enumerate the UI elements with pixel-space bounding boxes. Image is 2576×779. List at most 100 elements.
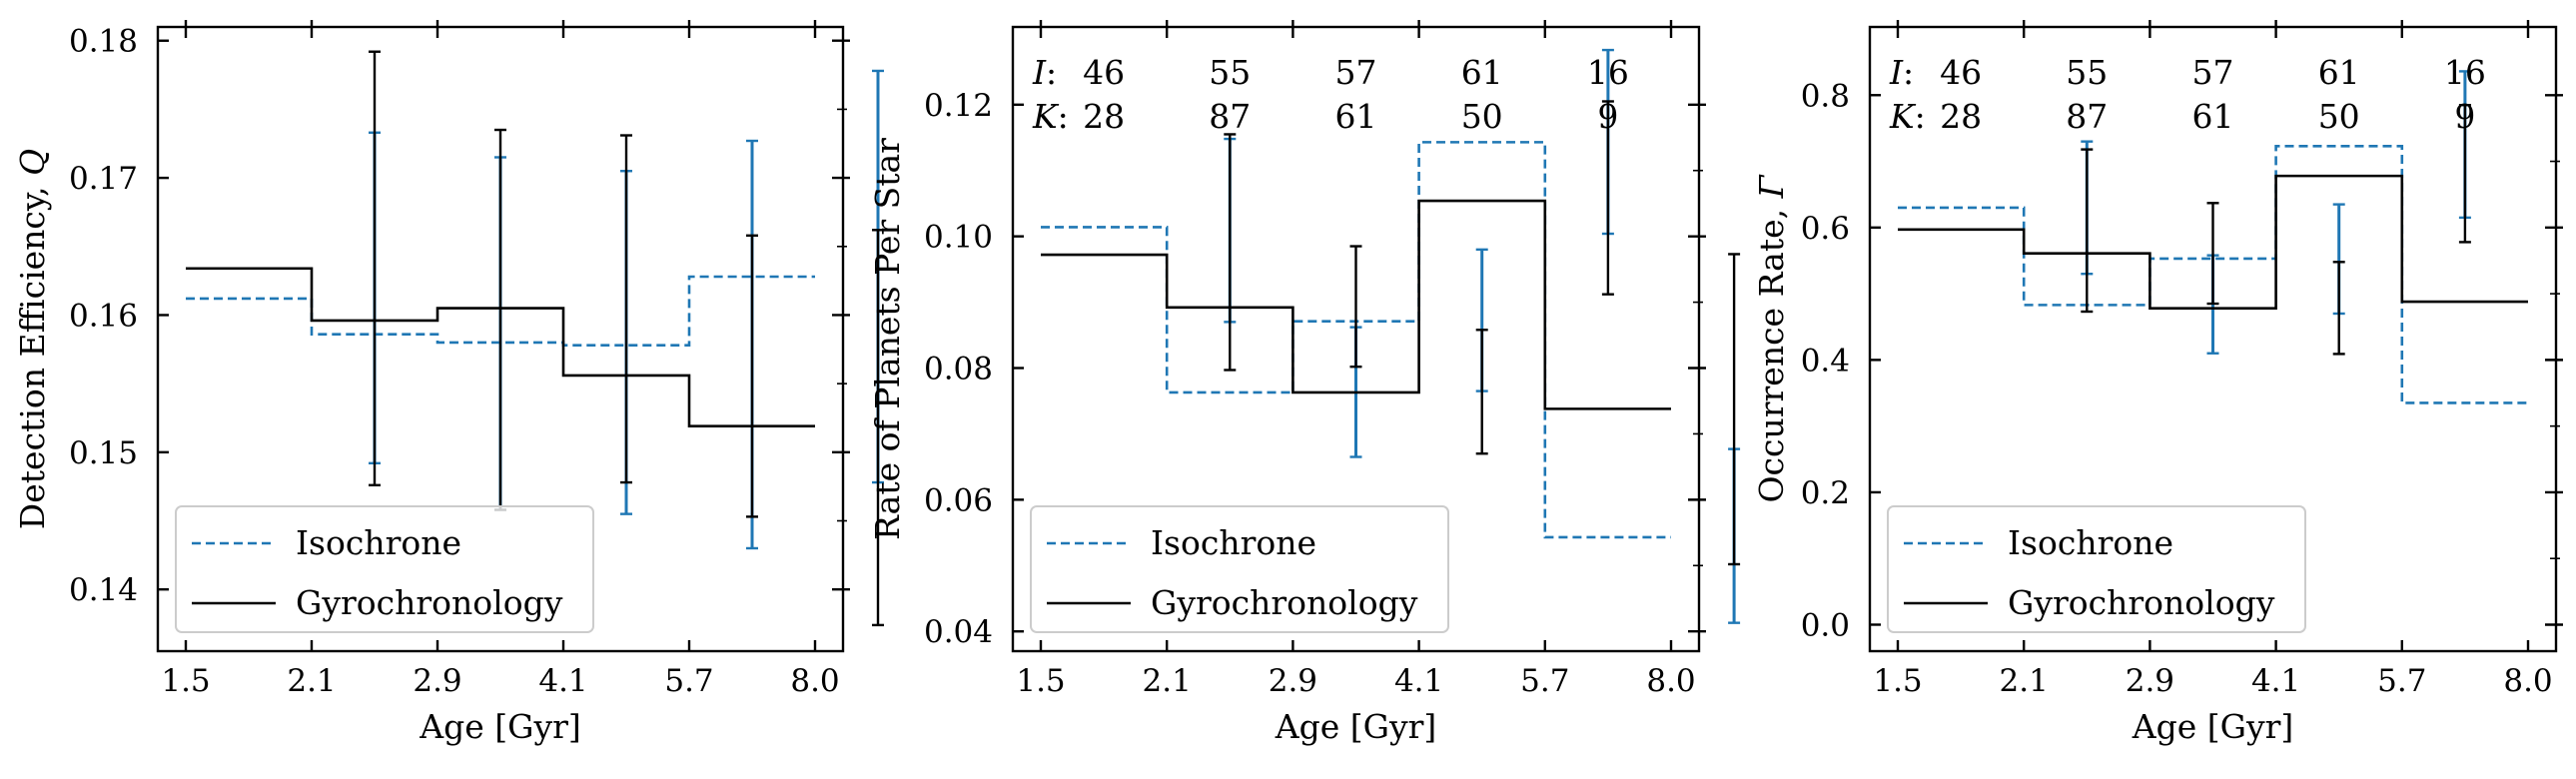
error-bar-gyrochronology	[1349, 245, 1362, 369]
count-row-label-i: I:	[1032, 53, 1057, 92]
count-value-k: 61	[1335, 97, 1377, 136]
x-tick-label: 8.0	[790, 663, 839, 699]
y-axis-label-text: Rate of Planets Per Star	[868, 138, 907, 540]
series-line-gyrochronology	[1041, 199, 1671, 410]
count-value-k: 9	[1597, 97, 1618, 136]
legend-box	[1887, 505, 2306, 633]
x-tick-label: 1.5	[161, 663, 210, 699]
count-value-i: 55	[1209, 53, 1251, 92]
count-row-colon: :	[1058, 97, 1069, 136]
count-value-k: 28	[1940, 97, 1982, 136]
x-tick-label: 2.1	[1143, 663, 1192, 699]
x-tick-label: 1.5	[1016, 663, 1065, 699]
count-value-i: 57	[1335, 53, 1377, 92]
y-tick-label: 0.6	[1801, 211, 1850, 247]
x-tick-label: 2.1	[2000, 663, 2049, 699]
error-bar-gyrochronology	[620, 134, 632, 484]
x-axis-label: Age [Gyr]	[419, 707, 581, 746]
axes-frame	[156, 25, 845, 653]
count-value-i: 61	[1461, 53, 1503, 92]
x-tick-label: 5.7	[2377, 663, 2426, 699]
y-tick-label: 0.15	[69, 435, 138, 471]
y-axis-label-text: Occurrence Rate,	[1752, 198, 1791, 502]
count-value-k: 50	[1461, 97, 1503, 136]
x-tick-label: 4.1	[1394, 663, 1443, 699]
error-bar-gyrochronology	[1224, 133, 1237, 372]
legend-entry: Isochrone	[1151, 523, 1316, 562]
y-axis-label-symbol: Γ	[1752, 174, 1791, 199]
count-value-i: 57	[2192, 53, 2234, 92]
count-value-k: 87	[2066, 97, 2108, 136]
x-tick-label: 8.0	[2503, 663, 2552, 699]
y-tick-label: 0.8	[1801, 78, 1850, 114]
x-axis-label: Age [Gyr]	[1275, 707, 1437, 746]
axes-frame	[1011, 25, 1701, 653]
error-bar-gyrochronology	[872, 229, 884, 627]
y-tick-label: 0.12	[924, 88, 993, 124]
x-tick-label: 4.1	[538, 663, 587, 699]
chart-panel-2: 1.5 2.1 2.9 4.1 5.7 8.0 0.04 0.06 0.08 0.10 0.12 Ag…	[868, 20, 1741, 746]
count-row-symbol: I	[1889, 53, 1904, 92]
y-tick-label: 0.0	[1801, 607, 1850, 643]
count-value-k: 61	[2192, 97, 2234, 136]
y-axis-label-text: Detection Efficiency,	[13, 176, 52, 529]
chart-panel-1: 1.5 2.1 2.9 4.1 5.7 8.0 0.14 0.15 0.16 0.17 0.18 Ag…	[13, 20, 884, 746]
count-row-colon: :	[1903, 53, 1914, 92]
y-tick-label: 0.17	[69, 161, 138, 197]
axes-frame	[1868, 25, 2558, 653]
legend-entry: Isochrone	[296, 523, 461, 562]
y-tick-label: 0.04	[924, 614, 993, 650]
y-axis-label: Rate of Planets Per Star	[868, 138, 907, 540]
error-bar-gyrochronology	[2081, 148, 2094, 314]
count-row-label-i: I:	[1889, 53, 1914, 92]
count-row-symbol: K	[1889, 97, 1917, 136]
count-value-k: 28	[1083, 97, 1125, 136]
series-line-gyrochronology	[1898, 174, 2528, 310]
y-tick-label: 0.14	[69, 572, 138, 608]
legend: Isochrone Gyrochronology	[1030, 505, 1449, 633]
x-tick-label: 4.1	[2251, 663, 2300, 699]
y-tick-label: 0.06	[924, 482, 993, 518]
count-value-i: 46	[1083, 53, 1125, 92]
count-row-label-k: K:	[1889, 97, 1926, 136]
legend: Isochrone Gyrochronology	[175, 505, 594, 633]
x-tick-label: 2.9	[2126, 663, 2174, 699]
chart-panel-3: 1.5 2.1 2.9 4.1 5.7 8.0 0.0 0.2 0.4 0.6 0.8 Age [Gy…	[1752, 20, 2563, 746]
y-axis-label-symbol: Q	[13, 149, 52, 176]
error-bar-gyrochronology	[2332, 261, 2345, 356]
y-axis-label: Occurrence Rate, Γ	[1752, 174, 1791, 502]
legend-entry: Gyrochronology	[296, 583, 563, 622]
error-bar-gyrochronology	[1475, 329, 1488, 455]
x-tick-label: 2.9	[413, 663, 461, 699]
error-bar-gyrochronology	[2458, 104, 2471, 244]
count-row-symbol: I	[1032, 53, 1047, 92]
count-value-k: 50	[2318, 97, 2360, 136]
error-bar-gyrochronology	[2206, 202, 2219, 306]
y-tick-label: 0.4	[1801, 343, 1850, 379]
error-bar-gyrochronology	[1728, 253, 1741, 566]
error-bar-gyrochronology	[494, 128, 506, 511]
x-tick-label: 1.5	[1873, 663, 1922, 699]
count-value-i: 61	[2318, 53, 2360, 92]
y-tick-label: 0.18	[69, 24, 138, 60]
x-tick-label: 5.7	[1520, 663, 1569, 699]
y-axis-label: Detection Efficiency, Q	[13, 149, 52, 529]
error-bar-gyrochronology	[746, 234, 758, 518]
count-row-symbol: K	[1032, 97, 1060, 136]
y-tick-label: 0.2	[1801, 475, 1850, 511]
legend-entry: Gyrochronology	[2008, 583, 2275, 622]
x-tick-label: 2.1	[287, 663, 336, 699]
count-row-colon: :	[1915, 97, 1926, 136]
y-tick-label: 0.16	[69, 298, 138, 334]
count-value-k: 9	[2454, 97, 2475, 136]
count-value-k: 87	[1209, 97, 1251, 136]
x-tick-label: 5.7	[664, 663, 713, 699]
x-axis-label: Age [Gyr]	[2132, 707, 2294, 746]
y-tick-label: 0.08	[924, 352, 993, 388]
legend-entry: Gyrochronology	[1151, 583, 1418, 622]
legend-entry: Isochrone	[2008, 523, 2173, 562]
error-bar-gyrochronology	[369, 50, 381, 486]
x-tick-label: 8.0	[1646, 663, 1695, 699]
legend-box	[1030, 505, 1449, 633]
